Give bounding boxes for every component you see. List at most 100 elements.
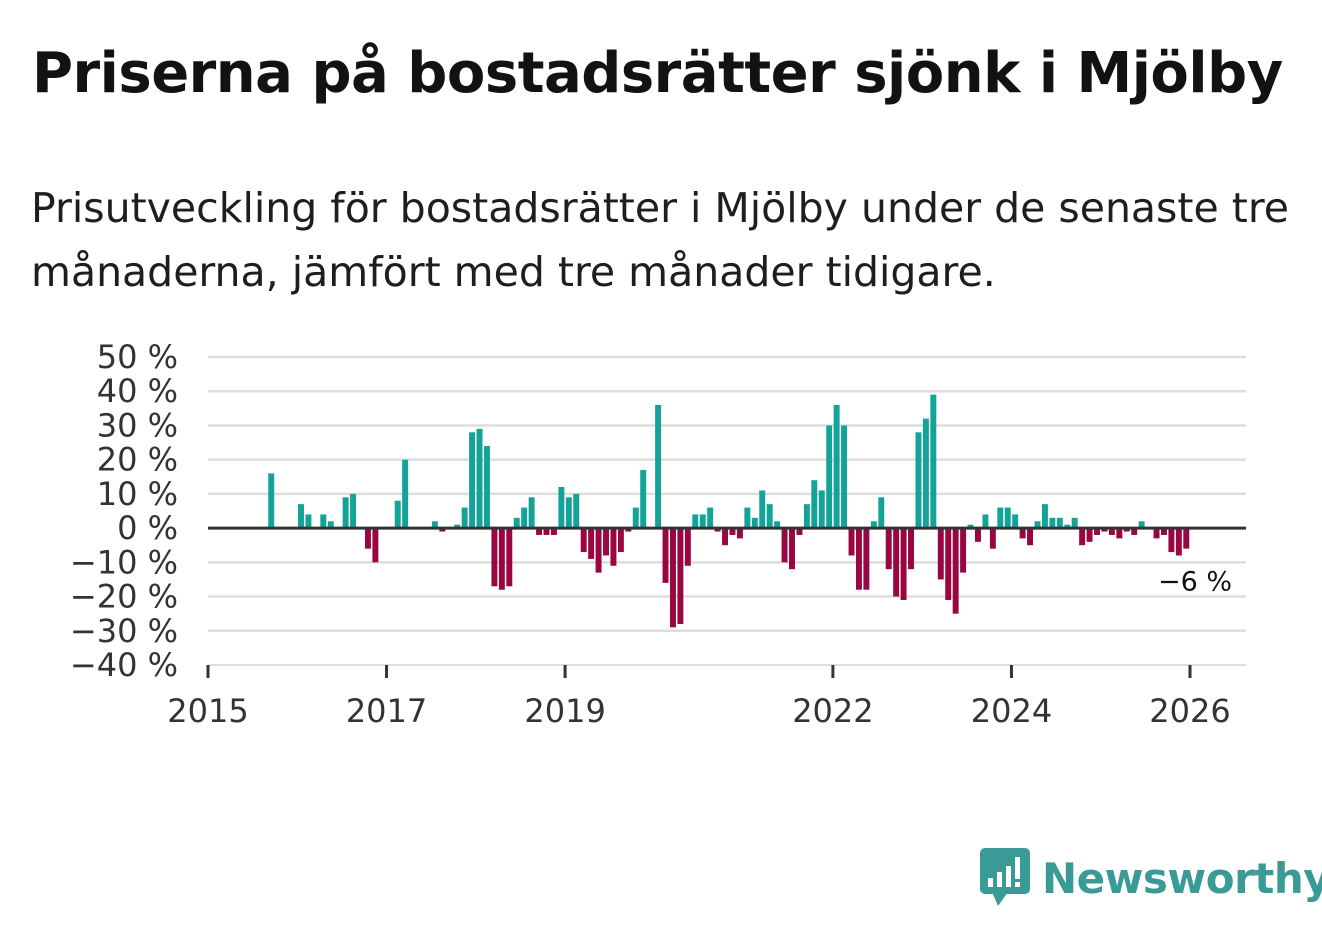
y-tick-label: −30 % xyxy=(70,612,178,650)
bar xyxy=(1138,521,1145,529)
y-tick-label: 30 % xyxy=(97,406,178,444)
bar xyxy=(759,490,766,529)
bar xyxy=(930,394,937,529)
bar xyxy=(625,528,632,532)
bar xyxy=(967,524,974,529)
bar xyxy=(1123,528,1130,532)
axes xyxy=(206,526,1246,678)
bar xyxy=(1064,524,1071,529)
newsworthy-logo: Newsworthy xyxy=(980,848,1322,908)
bar xyxy=(870,521,877,529)
x-tick-label: 2026 xyxy=(1149,692,1230,730)
bar xyxy=(394,500,401,529)
bar xyxy=(498,528,505,590)
bar xyxy=(573,493,580,529)
bar xyxy=(469,432,476,529)
bar xyxy=(707,507,714,529)
bar xyxy=(908,528,914,570)
bar xyxy=(729,528,736,535)
bar xyxy=(699,514,706,529)
bar xyxy=(1160,528,1167,535)
bar xyxy=(997,507,1004,529)
y-tick-label: −40 % xyxy=(70,646,178,684)
gridlines xyxy=(208,355,1246,633)
y-tick-label: 10 % xyxy=(97,475,178,513)
bar xyxy=(818,490,825,529)
bar xyxy=(342,497,349,529)
x-tick-label: 2017 xyxy=(346,692,427,730)
bar xyxy=(863,528,870,590)
bar xyxy=(848,528,855,556)
bar xyxy=(811,480,818,529)
bar xyxy=(506,528,513,587)
bar xyxy=(364,528,371,549)
bar xyxy=(603,528,609,556)
bar xyxy=(491,528,498,587)
bar xyxy=(439,528,446,532)
bar xyxy=(1049,517,1056,529)
bar xyxy=(1131,528,1138,535)
x-tick-label: 2022 xyxy=(792,692,873,730)
bar xyxy=(1079,528,1086,546)
bar xyxy=(915,432,922,529)
bar xyxy=(677,528,684,624)
bar xyxy=(655,404,662,529)
bar xyxy=(714,528,721,532)
bar xyxy=(781,528,788,563)
bar xyxy=(1183,528,1190,549)
labels: 50 %40 %30 %20 %10 %0 %−10 %−20 %−30 %−4… xyxy=(70,338,1232,730)
bar xyxy=(1034,521,1041,529)
bar xyxy=(960,528,967,573)
bar xyxy=(669,528,676,628)
y-tick-label: 40 % xyxy=(97,372,178,410)
bar xyxy=(1004,507,1011,529)
bar xyxy=(580,528,587,553)
bar-series xyxy=(268,394,1190,628)
bar xyxy=(305,514,312,529)
bar xyxy=(722,528,729,546)
bar xyxy=(372,528,379,563)
bar xyxy=(1071,517,1078,529)
newsworthy-logo-icon xyxy=(980,848,1030,906)
bar xyxy=(751,517,758,529)
x-tick-label: 2019 xyxy=(524,692,605,730)
bar xyxy=(841,425,848,529)
bar xyxy=(565,497,572,529)
bar xyxy=(982,514,989,529)
bar xyxy=(952,528,959,614)
bar xyxy=(789,528,795,570)
bar xyxy=(268,473,275,529)
bar xyxy=(1094,528,1100,535)
bar xyxy=(610,528,617,566)
bar xyxy=(298,504,304,529)
bar xyxy=(855,528,862,590)
bar xyxy=(885,528,892,570)
bar xyxy=(893,528,900,597)
brand-name: Newsworthy xyxy=(1042,853,1322,903)
bar xyxy=(1168,528,1175,553)
y-tick-label: −10 % xyxy=(70,543,178,581)
bar xyxy=(640,469,647,529)
y-tick-label: 0 % xyxy=(117,509,178,547)
bar xyxy=(617,528,624,553)
bar xyxy=(402,459,409,529)
bar xyxy=(684,528,691,566)
bar xyxy=(826,425,833,529)
bar xyxy=(350,493,357,529)
bar xyxy=(513,517,520,529)
bar xyxy=(1101,528,1108,532)
bar xyxy=(461,507,468,529)
bar xyxy=(543,528,550,535)
bar xyxy=(922,418,929,529)
bar xyxy=(1019,528,1026,539)
bar xyxy=(975,528,981,542)
bar xyxy=(878,497,885,529)
bar xyxy=(1041,504,1048,529)
bar xyxy=(484,445,490,529)
bar xyxy=(796,528,803,535)
bar xyxy=(536,528,543,535)
bar xyxy=(945,528,952,600)
bar xyxy=(528,497,535,529)
x-tick-label: 2015 xyxy=(167,692,248,730)
bar xyxy=(1086,528,1093,542)
